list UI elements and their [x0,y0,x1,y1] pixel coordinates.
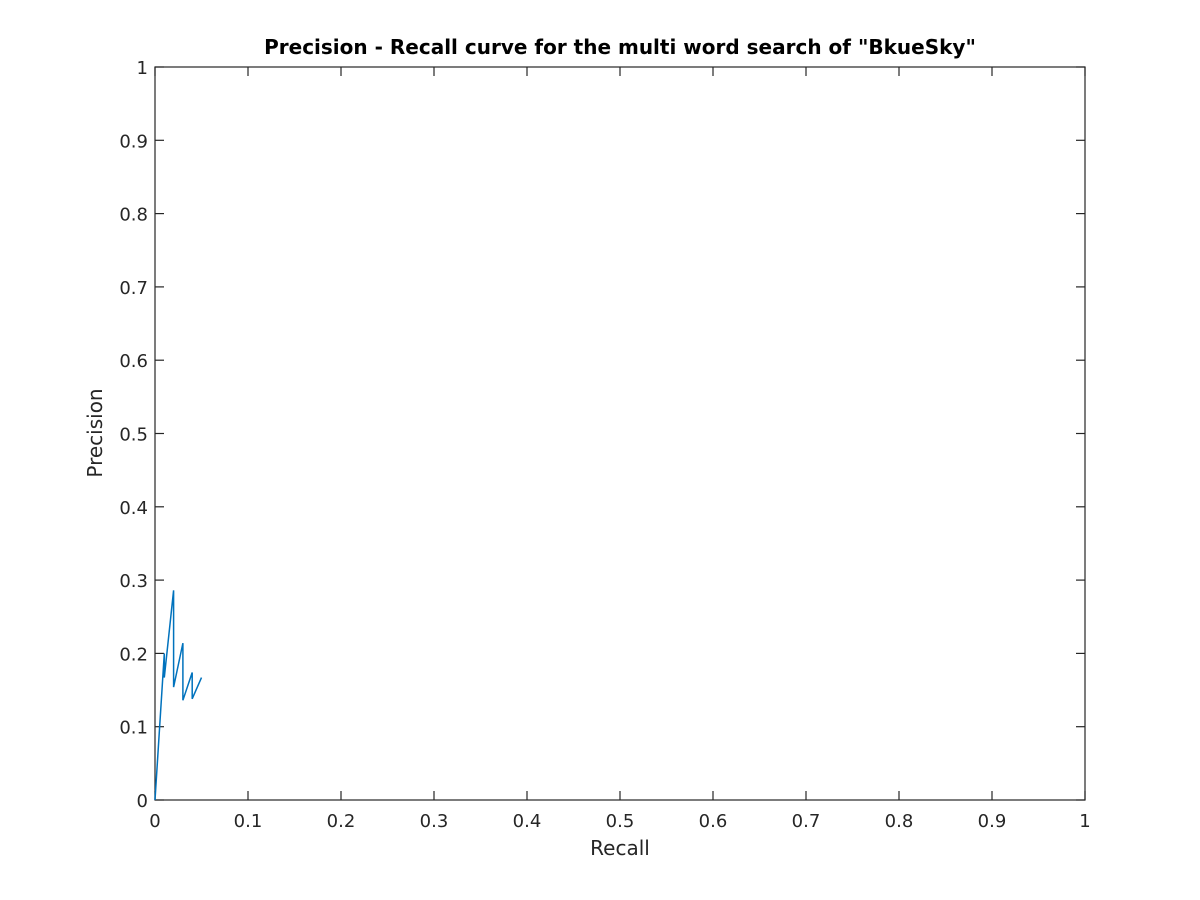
x-tick-label: 0.8 [885,811,914,832]
y-tick-label: 0.9 [119,131,148,152]
axes-box [154,66,1086,801]
chart-title: Precision - Recall curve for the multi w… [264,35,976,59]
y-tick-label: 0 [137,791,148,812]
y-axis-label: Precision [83,388,107,477]
series-line-0 [154,590,203,801]
x-tick-label: 0.2 [327,811,356,832]
y-tick-label: 0.3 [119,571,148,592]
x-tick-label: 1 [1079,811,1090,832]
y-tick-label: 0.2 [119,644,148,665]
y-tick-label: 0.5 [119,425,148,446]
x-tick-label: 0.1 [234,811,263,832]
y-axis-ticks: 0 0.1 0.2 0.3 0.4 0.5 0.6 0.7 0.8 0.9 1 [119,58,1085,812]
y-tick-label: 0.4 [119,498,148,519]
plot-lines [154,590,203,801]
x-tick-label: 0 [149,811,160,832]
x-tick-label: 0.6 [699,811,728,832]
y-tick-label: 0.1 [119,718,148,739]
y-tick-label: 0.7 [119,278,148,299]
x-tick-label: 0.9 [978,811,1007,832]
x-axis-ticks: 0 0.1 0.2 0.3 0.4 0.5 0.6 0.7 0.8 0.9 1 [149,67,1091,832]
y-tick-label: 1 [137,58,148,79]
y-tick-label: 0.8 [119,205,148,226]
x-tick-label: 0.5 [606,811,635,832]
x-tick-label: 0.3 [420,811,449,832]
x-axis-label: Recall [590,836,650,860]
x-tick-label: 0.4 [513,811,542,832]
y-tick-label: 0.6 [119,351,148,372]
x-tick-label: 0.7 [792,811,821,832]
